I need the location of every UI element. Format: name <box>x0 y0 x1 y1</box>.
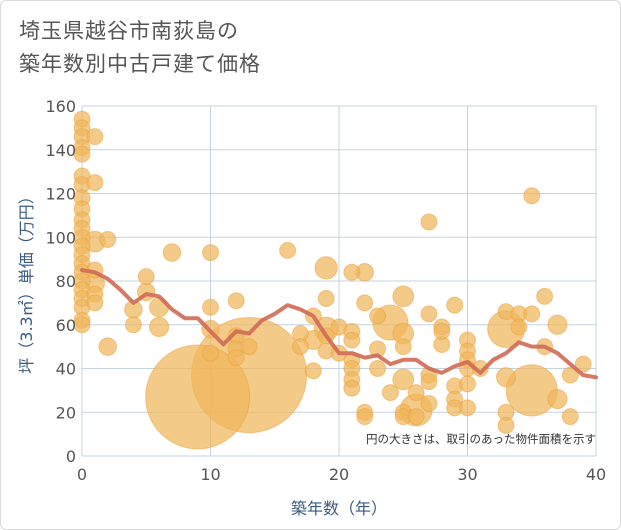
data-bubble <box>99 230 117 248</box>
data-bubble <box>279 241 297 259</box>
data-bubble <box>314 256 338 280</box>
data-bubble <box>137 268 155 286</box>
data-bubble <box>420 395 438 412</box>
y-tick-label: 120 <box>45 185 76 204</box>
data-bubble <box>227 292 245 310</box>
data-bubble <box>124 316 142 334</box>
data-bubble <box>356 294 374 312</box>
data-bubble <box>369 360 387 377</box>
data-bubble <box>561 366 579 384</box>
data-bubble <box>407 408 425 426</box>
bubble-size-note: 円の大きさは、取引のあった物件面積を示す <box>366 432 596 446</box>
data-bubble <box>86 294 104 312</box>
data-bubble <box>86 174 104 192</box>
y-tick-label: 140 <box>45 141 76 160</box>
data-bubble <box>240 338 258 356</box>
data-bubble <box>343 331 361 349</box>
data-bubble <box>343 263 361 281</box>
data-bubble <box>394 338 412 356</box>
y-tick-label: 160 <box>45 97 76 116</box>
data-bubble <box>227 349 245 367</box>
chart-title-line-1: 埼玉県越谷市南荻島の <box>19 19 239 43</box>
y-axis-title: 坪（3.3㎡）単価（万円） <box>17 188 36 373</box>
x-tick-label: 0 <box>77 465 87 484</box>
data-bubble <box>446 296 464 314</box>
x-tick-label: 40 <box>586 465 606 484</box>
data-bubble <box>73 145 91 163</box>
data-bubble <box>510 318 528 336</box>
data-bubble <box>495 367 517 388</box>
data-bubble <box>420 213 438 231</box>
data-bubble <box>202 244 219 262</box>
y-tick-label: 100 <box>45 228 76 247</box>
data-bubble <box>145 344 251 450</box>
bubbles-layer <box>73 110 592 450</box>
data-bubble <box>420 305 438 323</box>
chart-title: 埼玉県越谷市南荻島の 築年数別中古戸建て価格 <box>19 15 261 81</box>
data-bubble <box>149 316 170 338</box>
data-bubble <box>98 337 117 356</box>
data-bubble <box>202 298 219 316</box>
trend-line <box>80 268 598 380</box>
y-tick-label: 60 <box>56 316 76 335</box>
data-bubble <box>547 389 568 410</box>
data-bubble <box>392 285 415 308</box>
data-bubble <box>561 408 579 426</box>
data-bubble <box>420 373 438 391</box>
data-bubble <box>73 316 91 334</box>
data-bubble <box>547 314 568 335</box>
y-tick-label: 80 <box>56 272 76 291</box>
x-axis-title: 築年数（年） <box>291 499 387 518</box>
y-tick-label: 0 <box>66 447 76 466</box>
data-bubble <box>317 290 335 307</box>
y-tick-label: 20 <box>56 403 76 422</box>
data-bubble <box>523 305 541 323</box>
x-tick-labels: 0 10 20 30 40 <box>77 465 606 484</box>
data-bubble <box>162 243 182 262</box>
data-bubble <box>291 338 309 356</box>
data-bubble <box>407 384 425 402</box>
data-bubble <box>202 344 219 362</box>
x-tick-label: 30 <box>457 465 477 484</box>
chart-title-line-2: 築年数別中古戸建て価格 <box>19 52 261 76</box>
data-bubble <box>304 362 322 380</box>
data-bubble <box>369 307 387 325</box>
data-bubble <box>497 416 515 434</box>
x-tick-label: 20 <box>329 465 349 484</box>
data-bubble <box>459 375 476 393</box>
data-bubble <box>381 384 399 402</box>
data-bubble <box>392 368 415 391</box>
y-tick-labels: 0 20 40 60 80 100 120 140 160 <box>45 97 76 466</box>
data-bubble <box>433 322 451 340</box>
data-bubble <box>356 408 374 426</box>
x-tick-label: 10 <box>200 465 220 484</box>
data-bubble <box>459 399 476 417</box>
data-bubble <box>343 379 361 397</box>
data-bubble <box>536 287 554 305</box>
data-bubble <box>86 128 104 146</box>
y-tick-label: 40 <box>56 360 76 379</box>
data-bubble <box>523 187 541 205</box>
data-bubble <box>574 355 592 373</box>
